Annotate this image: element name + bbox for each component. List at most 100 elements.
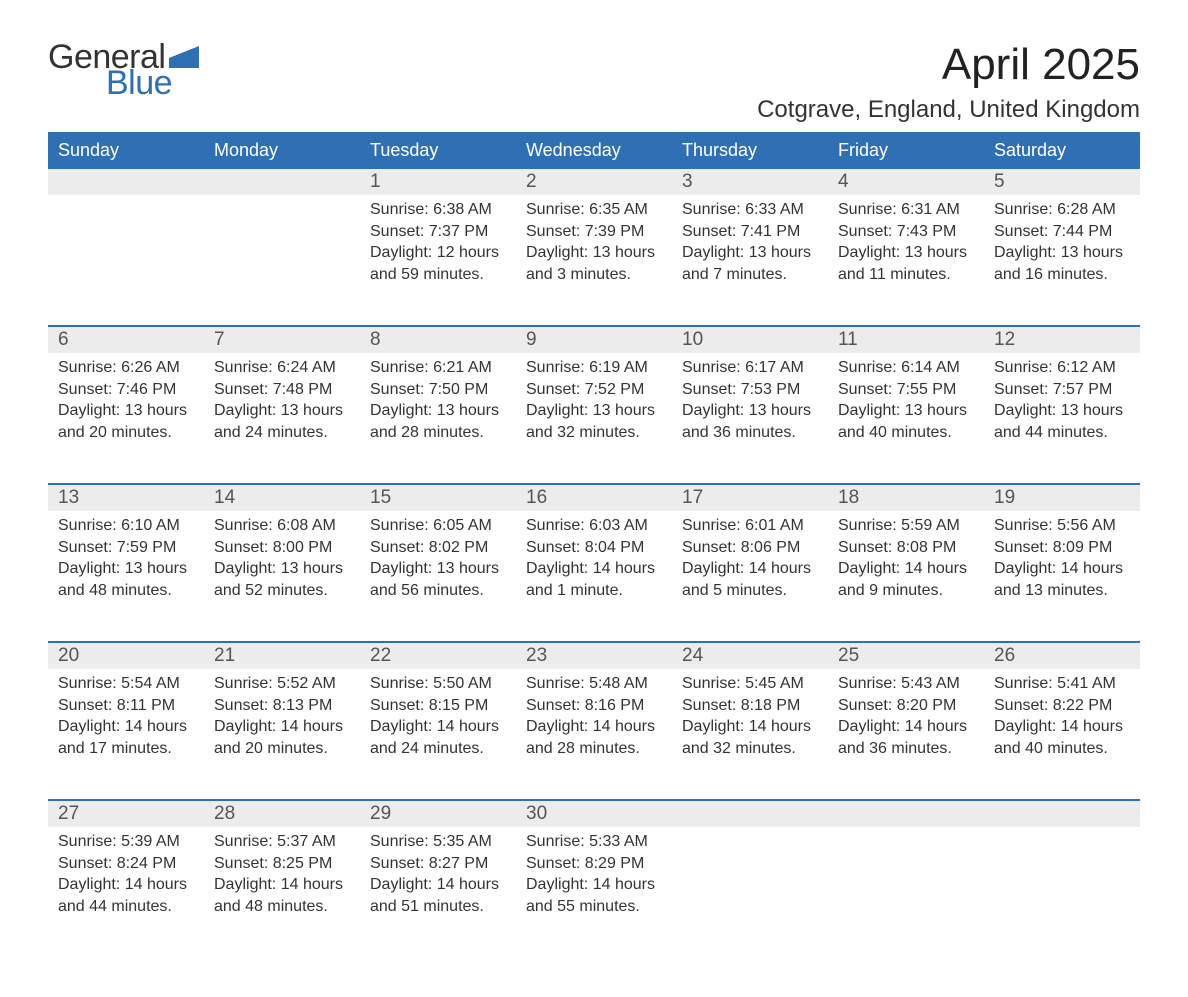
daylight-line: Daylight: 14 hours and 32 minutes. [682, 716, 818, 759]
day-number: 24 [672, 643, 828, 669]
weekday-friday: Friday [828, 134, 984, 169]
day-cell: Sunrise: 5:45 AMSunset: 8:18 PMDaylight:… [672, 669, 828, 799]
day-cell: Sunrise: 5:35 AMSunset: 8:27 PMDaylight:… [360, 827, 516, 957]
day-number: 16 [516, 485, 672, 511]
day-cell: Sunrise: 6:08 AMSunset: 8:00 PMDaylight:… [204, 511, 360, 641]
sunset-line: Sunset: 8:18 PM [682, 695, 818, 717]
sunset-line: Sunset: 7:41 PM [682, 221, 818, 243]
week-row: Sunrise: 5:39 AMSunset: 8:24 PMDaylight:… [48, 827, 1140, 957]
day-number: 10 [672, 327, 828, 353]
daylight-line: Daylight: 13 hours and 7 minutes. [682, 242, 818, 285]
day-number [828, 801, 984, 827]
weekday-sunday: Sunday [48, 134, 204, 169]
daylight-line: Daylight: 13 hours and 20 minutes. [58, 400, 194, 443]
day-number: 25 [828, 643, 984, 669]
sunrise-line: Sunrise: 6:33 AM [682, 199, 818, 221]
sunset-line: Sunset: 7:59 PM [58, 537, 194, 559]
month-title: April 2025 [757, 40, 1140, 90]
sunrise-line: Sunrise: 5:56 AM [994, 515, 1130, 537]
daylight-line: Daylight: 14 hours and 48 minutes. [214, 874, 350, 917]
day-number: 29 [360, 801, 516, 827]
sunset-line: Sunset: 8:24 PM [58, 853, 194, 875]
day-cell [204, 195, 360, 325]
daylight-line: Daylight: 12 hours and 59 minutes. [370, 242, 506, 285]
day-number: 15 [360, 485, 516, 511]
sunrise-line: Sunrise: 6:08 AM [214, 515, 350, 537]
day-cell: Sunrise: 5:56 AMSunset: 8:09 PMDaylight:… [984, 511, 1140, 641]
day-cell: Sunrise: 6:12 AMSunset: 7:57 PMDaylight:… [984, 353, 1140, 483]
day-cell [828, 827, 984, 957]
day-number: 3 [672, 169, 828, 195]
day-number: 30 [516, 801, 672, 827]
sunrise-line: Sunrise: 5:54 AM [58, 673, 194, 695]
daylight-line: Daylight: 13 hours and 16 minutes. [994, 242, 1130, 285]
daylight-line: Daylight: 14 hours and 28 minutes. [526, 716, 662, 759]
day-cell: Sunrise: 6:35 AMSunset: 7:39 PMDaylight:… [516, 195, 672, 325]
day-number: 4 [828, 169, 984, 195]
sunset-line: Sunset: 7:52 PM [526, 379, 662, 401]
sunrise-line: Sunrise: 5:41 AM [994, 673, 1130, 695]
sunset-line: Sunset: 8:27 PM [370, 853, 506, 875]
day-number: 28 [204, 801, 360, 827]
day-cell: Sunrise: 5:43 AMSunset: 8:20 PMDaylight:… [828, 669, 984, 799]
day-cell: Sunrise: 5:54 AMSunset: 8:11 PMDaylight:… [48, 669, 204, 799]
week-row: Sunrise: 5:54 AMSunset: 8:11 PMDaylight:… [48, 669, 1140, 799]
day-cell: Sunrise: 5:48 AMSunset: 8:16 PMDaylight:… [516, 669, 672, 799]
daylight-line: Daylight: 14 hours and 5 minutes. [682, 558, 818, 601]
sunrise-line: Sunrise: 6:21 AM [370, 357, 506, 379]
weekday-wednesday: Wednesday [516, 134, 672, 169]
daylight-line: Daylight: 14 hours and 1 minute. [526, 558, 662, 601]
day-cell: Sunrise: 6:26 AMSunset: 7:46 PMDaylight:… [48, 353, 204, 483]
daynum-row: 27282930 [48, 799, 1140, 827]
sunset-line: Sunset: 8:29 PM [526, 853, 662, 875]
sunrise-line: Sunrise: 5:52 AM [214, 673, 350, 695]
day-number [672, 801, 828, 827]
sunset-line: Sunset: 8:20 PM [838, 695, 974, 717]
daylight-line: Daylight: 13 hours and 36 minutes. [682, 400, 818, 443]
sunset-line: Sunset: 7:55 PM [838, 379, 974, 401]
day-number: 13 [48, 485, 204, 511]
daylight-line: Daylight: 14 hours and 51 minutes. [370, 874, 506, 917]
day-cell: Sunrise: 6:24 AMSunset: 7:48 PMDaylight:… [204, 353, 360, 483]
daylight-line: Daylight: 14 hours and 36 minutes. [838, 716, 974, 759]
sunrise-line: Sunrise: 5:45 AM [682, 673, 818, 695]
sunrise-line: Sunrise: 5:50 AM [370, 673, 506, 695]
sunset-line: Sunset: 8:25 PM [214, 853, 350, 875]
day-number: 9 [516, 327, 672, 353]
sunrise-line: Sunrise: 5:39 AM [58, 831, 194, 853]
week-row: Sunrise: 6:26 AMSunset: 7:46 PMDaylight:… [48, 353, 1140, 483]
sunset-line: Sunset: 7:53 PM [682, 379, 818, 401]
sunrise-line: Sunrise: 6:31 AM [838, 199, 974, 221]
sunrise-line: Sunrise: 6:17 AM [682, 357, 818, 379]
day-cell: Sunrise: 6:19 AMSunset: 7:52 PMDaylight:… [516, 353, 672, 483]
day-cell: Sunrise: 6:28 AMSunset: 7:44 PMDaylight:… [984, 195, 1140, 325]
day-cell: Sunrise: 5:39 AMSunset: 8:24 PMDaylight:… [48, 827, 204, 957]
sunset-line: Sunset: 7:39 PM [526, 221, 662, 243]
daylight-line: Daylight: 14 hours and 24 minutes. [370, 716, 506, 759]
day-cell: Sunrise: 6:21 AMSunset: 7:50 PMDaylight:… [360, 353, 516, 483]
sunset-line: Sunset: 8:09 PM [994, 537, 1130, 559]
day-number: 6 [48, 327, 204, 353]
day-cell [984, 827, 1140, 957]
sunset-line: Sunset: 8:02 PM [370, 537, 506, 559]
day-cell: Sunrise: 5:33 AMSunset: 8:29 PMDaylight:… [516, 827, 672, 957]
day-cell: Sunrise: 5:37 AMSunset: 8:25 PMDaylight:… [204, 827, 360, 957]
sunrise-line: Sunrise: 6:35 AM [526, 199, 662, 221]
sunset-line: Sunset: 7:57 PM [994, 379, 1130, 401]
daylight-line: Daylight: 14 hours and 44 minutes. [58, 874, 194, 917]
sunset-line: Sunset: 7:46 PM [58, 379, 194, 401]
day-cell: Sunrise: 5:50 AMSunset: 8:15 PMDaylight:… [360, 669, 516, 799]
day-cell: Sunrise: 6:17 AMSunset: 7:53 PMDaylight:… [672, 353, 828, 483]
sunrise-line: Sunrise: 6:19 AM [526, 357, 662, 379]
day-cell: Sunrise: 5:41 AMSunset: 8:22 PMDaylight:… [984, 669, 1140, 799]
sunrise-line: Sunrise: 5:48 AM [526, 673, 662, 695]
sunset-line: Sunset: 8:13 PM [214, 695, 350, 717]
day-number: 14 [204, 485, 360, 511]
day-cell [672, 827, 828, 957]
sunrise-line: Sunrise: 5:43 AM [838, 673, 974, 695]
day-number: 21 [204, 643, 360, 669]
daynum-row: 6789101112 [48, 325, 1140, 353]
daylight-line: Daylight: 14 hours and 17 minutes. [58, 716, 194, 759]
day-number: 27 [48, 801, 204, 827]
logo: General Blue [48, 40, 203, 100]
